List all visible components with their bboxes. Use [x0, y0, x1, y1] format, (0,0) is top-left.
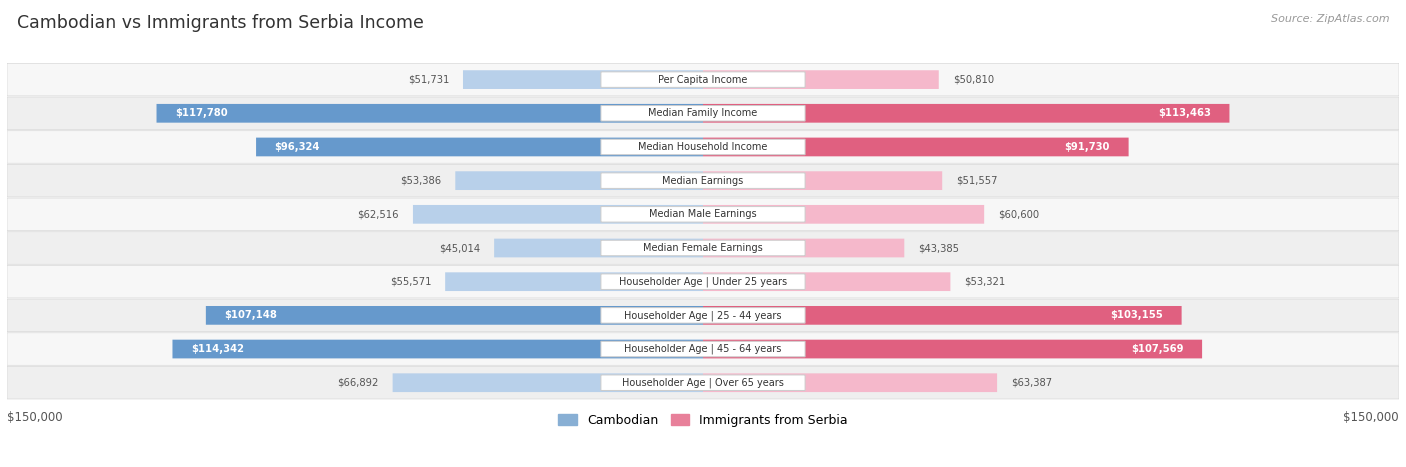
Text: Householder Age | 25 - 44 years: Householder Age | 25 - 44 years [624, 310, 782, 321]
Text: $60,600: $60,600 [998, 209, 1039, 219]
Text: $107,148: $107,148 [225, 311, 277, 320]
FancyBboxPatch shape [600, 274, 806, 290]
Text: Cambodian vs Immigrants from Serbia Income: Cambodian vs Immigrants from Serbia Inco… [17, 14, 423, 32]
Text: $107,569: $107,569 [1130, 344, 1184, 354]
Text: Median Earnings: Median Earnings [662, 176, 744, 186]
Text: $45,014: $45,014 [439, 243, 481, 253]
FancyBboxPatch shape [703, 272, 950, 291]
FancyBboxPatch shape [703, 239, 904, 257]
Text: Median Household Income: Median Household Income [638, 142, 768, 152]
FancyBboxPatch shape [256, 138, 703, 156]
FancyBboxPatch shape [600, 341, 806, 357]
FancyBboxPatch shape [413, 205, 703, 224]
FancyBboxPatch shape [600, 139, 806, 155]
Text: $117,780: $117,780 [176, 108, 228, 118]
Text: $66,892: $66,892 [337, 378, 378, 388]
Text: $114,342: $114,342 [191, 344, 245, 354]
FancyBboxPatch shape [7, 64, 1399, 96]
Text: Source: ZipAtlas.com: Source: ZipAtlas.com [1271, 14, 1389, 24]
Text: $63,387: $63,387 [1011, 378, 1052, 388]
FancyBboxPatch shape [7, 164, 1399, 197]
FancyBboxPatch shape [600, 375, 806, 390]
FancyBboxPatch shape [7, 131, 1399, 163]
FancyBboxPatch shape [703, 205, 984, 224]
FancyBboxPatch shape [703, 138, 1129, 156]
FancyBboxPatch shape [703, 70, 939, 89]
FancyBboxPatch shape [600, 173, 806, 188]
Text: $51,731: $51,731 [408, 75, 449, 85]
FancyBboxPatch shape [703, 306, 1181, 325]
Text: $53,321: $53,321 [965, 276, 1005, 287]
Text: Householder Age | 45 - 64 years: Householder Age | 45 - 64 years [624, 344, 782, 354]
FancyBboxPatch shape [456, 171, 703, 190]
FancyBboxPatch shape [600, 240, 806, 256]
Text: $96,324: $96,324 [274, 142, 321, 152]
Text: Median Female Earnings: Median Female Earnings [643, 243, 763, 253]
FancyBboxPatch shape [7, 265, 1399, 298]
Text: $113,463: $113,463 [1159, 108, 1211, 118]
FancyBboxPatch shape [600, 106, 806, 121]
Text: $103,155: $103,155 [1111, 311, 1163, 320]
Text: $53,386: $53,386 [401, 176, 441, 186]
Legend: Cambodian, Immigrants from Serbia: Cambodian, Immigrants from Serbia [553, 409, 853, 432]
FancyBboxPatch shape [7, 333, 1399, 365]
FancyBboxPatch shape [7, 367, 1399, 399]
FancyBboxPatch shape [703, 373, 997, 392]
Text: Median Family Income: Median Family Income [648, 108, 758, 118]
FancyBboxPatch shape [600, 308, 806, 323]
Text: $62,516: $62,516 [357, 209, 399, 219]
FancyBboxPatch shape [703, 171, 942, 190]
Text: Median Male Earnings: Median Male Earnings [650, 209, 756, 219]
FancyBboxPatch shape [7, 97, 1399, 129]
Text: $55,571: $55,571 [389, 276, 432, 287]
Text: $150,000: $150,000 [1343, 411, 1399, 425]
FancyBboxPatch shape [7, 198, 1399, 231]
FancyBboxPatch shape [392, 373, 703, 392]
Text: Per Capita Income: Per Capita Income [658, 75, 748, 85]
FancyBboxPatch shape [463, 70, 703, 89]
FancyBboxPatch shape [205, 306, 703, 325]
Text: Householder Age | Under 25 years: Householder Age | Under 25 years [619, 276, 787, 287]
FancyBboxPatch shape [494, 239, 703, 257]
FancyBboxPatch shape [173, 340, 703, 358]
Text: $51,557: $51,557 [956, 176, 998, 186]
FancyBboxPatch shape [7, 299, 1399, 332]
Text: Householder Age | Over 65 years: Householder Age | Over 65 years [621, 377, 785, 388]
FancyBboxPatch shape [7, 232, 1399, 264]
Text: $50,810: $50,810 [953, 75, 994, 85]
Text: $150,000: $150,000 [7, 411, 63, 425]
FancyBboxPatch shape [703, 340, 1202, 358]
FancyBboxPatch shape [600, 72, 806, 87]
Text: $43,385: $43,385 [918, 243, 959, 253]
FancyBboxPatch shape [156, 104, 703, 123]
FancyBboxPatch shape [703, 104, 1229, 123]
FancyBboxPatch shape [600, 206, 806, 222]
FancyBboxPatch shape [446, 272, 703, 291]
Text: $91,730: $91,730 [1064, 142, 1111, 152]
